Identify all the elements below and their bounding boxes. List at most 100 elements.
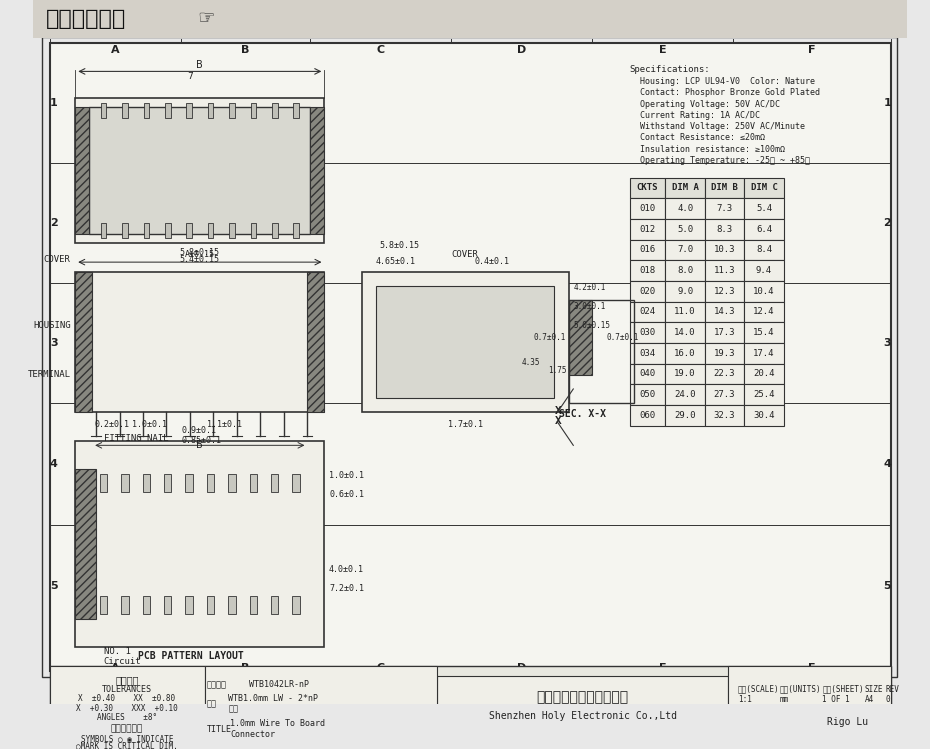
Text: X: X xyxy=(554,406,561,416)
Text: 24.0: 24.0 xyxy=(674,390,696,399)
Bar xyxy=(744,219,784,240)
Bar xyxy=(142,595,150,614)
Text: 20.4: 20.4 xyxy=(753,369,775,378)
Bar xyxy=(665,178,705,198)
Text: 检验尺寸标示: 检验尺寸标示 xyxy=(111,724,143,733)
Text: SYMBOLS ○ ◉ INDICATE: SYMBOLS ○ ◉ INDICATE xyxy=(81,734,173,743)
Bar xyxy=(185,595,193,614)
Bar xyxy=(362,272,568,413)
Bar xyxy=(665,198,705,219)
Bar xyxy=(630,281,665,302)
Text: 0.85±0.1: 0.85±0.1 xyxy=(181,435,221,444)
Bar xyxy=(705,281,744,302)
Bar xyxy=(165,222,170,237)
Text: 1.1±0.1: 1.1±0.1 xyxy=(206,419,242,428)
Bar xyxy=(186,222,192,237)
Bar xyxy=(75,440,325,647)
Bar xyxy=(705,178,744,198)
Text: DIM A: DIM A xyxy=(671,184,698,192)
Text: B: B xyxy=(241,45,249,55)
Text: 16.0: 16.0 xyxy=(674,349,696,358)
Text: 0.9±0.1: 0.9±0.1 xyxy=(181,426,216,435)
Text: 016: 016 xyxy=(640,246,656,255)
Text: 10.4: 10.4 xyxy=(753,287,775,296)
Text: 2: 2 xyxy=(884,218,891,228)
Text: Contact Resistance: ≤20mΩ: Contact Resistance: ≤20mΩ xyxy=(630,133,764,142)
Text: 0.6±0.1: 0.6±0.1 xyxy=(329,490,364,499)
Text: X: X xyxy=(554,416,561,425)
Text: 10.3: 10.3 xyxy=(714,246,736,255)
Text: CKTS: CKTS xyxy=(637,184,658,192)
Text: 11.0: 11.0 xyxy=(674,307,696,316)
Bar xyxy=(744,198,784,219)
Text: DIM C: DIM C xyxy=(751,184,777,192)
Bar xyxy=(568,300,634,403)
Text: Insulation resistance: ≥100mΩ: Insulation resistance: ≥100mΩ xyxy=(630,145,785,154)
Text: 27.3: 27.3 xyxy=(714,390,736,399)
Text: 4.2±0.1: 4.2±0.1 xyxy=(573,283,605,292)
Bar xyxy=(228,473,235,492)
Bar xyxy=(744,405,784,425)
Text: 018: 018 xyxy=(640,266,656,275)
Text: 7: 7 xyxy=(188,72,193,81)
Text: 9.4: 9.4 xyxy=(756,266,772,275)
Bar xyxy=(272,222,277,237)
Bar xyxy=(205,666,437,749)
Text: 深圳市宏利电子有限公司: 深圳市宏利电子有限公司 xyxy=(537,690,629,704)
Text: 3.0±0.1: 3.0±0.1 xyxy=(573,302,605,311)
Text: Operating Temperature: -25℃ ~ +85℃: Operating Temperature: -25℃ ~ +85℃ xyxy=(630,156,810,165)
Bar xyxy=(164,595,171,614)
Bar xyxy=(630,219,665,240)
Text: COVER: COVER xyxy=(452,250,479,259)
Text: Current Rating: 1A AC/DC: Current Rating: 1A AC/DC xyxy=(630,111,760,120)
Bar xyxy=(630,240,665,260)
Bar xyxy=(271,595,278,614)
Bar xyxy=(229,103,234,118)
Bar xyxy=(665,302,705,322)
Text: 1.0±0.1: 1.0±0.1 xyxy=(132,419,166,428)
Bar xyxy=(250,103,256,118)
Text: WTB1042LR-nP: WTB1042LR-nP xyxy=(249,680,309,689)
Text: B: B xyxy=(196,440,203,450)
Text: 17.4: 17.4 xyxy=(753,349,775,358)
Text: 17.3: 17.3 xyxy=(714,328,736,337)
Bar xyxy=(250,222,256,237)
Bar xyxy=(705,405,744,425)
Bar xyxy=(630,260,665,281)
Text: 3: 3 xyxy=(884,338,891,348)
Text: 1.0mm Wire To Board
Connector: 1.0mm Wire To Board Connector xyxy=(231,719,326,739)
Bar xyxy=(75,107,89,234)
Text: 9.0: 9.0 xyxy=(677,287,693,296)
Bar xyxy=(164,473,171,492)
Text: 12.4: 12.4 xyxy=(753,307,775,316)
Text: 0.2±0.1: 0.2±0.1 xyxy=(94,419,129,428)
Text: 7.0: 7.0 xyxy=(677,246,693,255)
Text: TERMINAL: TERMINAL xyxy=(28,370,71,379)
Bar xyxy=(100,595,107,614)
Text: A: A xyxy=(111,663,120,673)
Bar xyxy=(744,343,784,363)
Text: 1.0±0.1: 1.0±0.1 xyxy=(329,471,364,480)
Bar xyxy=(293,222,299,237)
Bar xyxy=(121,473,128,492)
Bar xyxy=(744,302,784,322)
Text: 1: 1 xyxy=(50,98,58,109)
Text: 5.0±0.15: 5.0±0.15 xyxy=(573,321,610,330)
Text: 4.65±0.1: 4.65±0.1 xyxy=(376,257,416,266)
Text: Rigo Lu: Rigo Lu xyxy=(827,718,868,727)
Text: 4.0: 4.0 xyxy=(677,204,693,213)
Bar xyxy=(705,240,744,260)
Bar xyxy=(229,222,234,237)
Bar xyxy=(206,473,214,492)
Text: 6.4: 6.4 xyxy=(756,225,772,234)
Text: 在线图纸下载: 在线图纸下载 xyxy=(46,9,126,28)
Bar xyxy=(665,281,705,302)
Bar xyxy=(89,107,311,234)
Bar xyxy=(705,343,744,363)
Bar xyxy=(186,103,192,118)
Text: Specifications:: Specifications: xyxy=(630,65,711,74)
Bar xyxy=(744,363,784,384)
Bar xyxy=(75,469,96,619)
Bar xyxy=(185,473,193,492)
Bar xyxy=(744,178,784,198)
